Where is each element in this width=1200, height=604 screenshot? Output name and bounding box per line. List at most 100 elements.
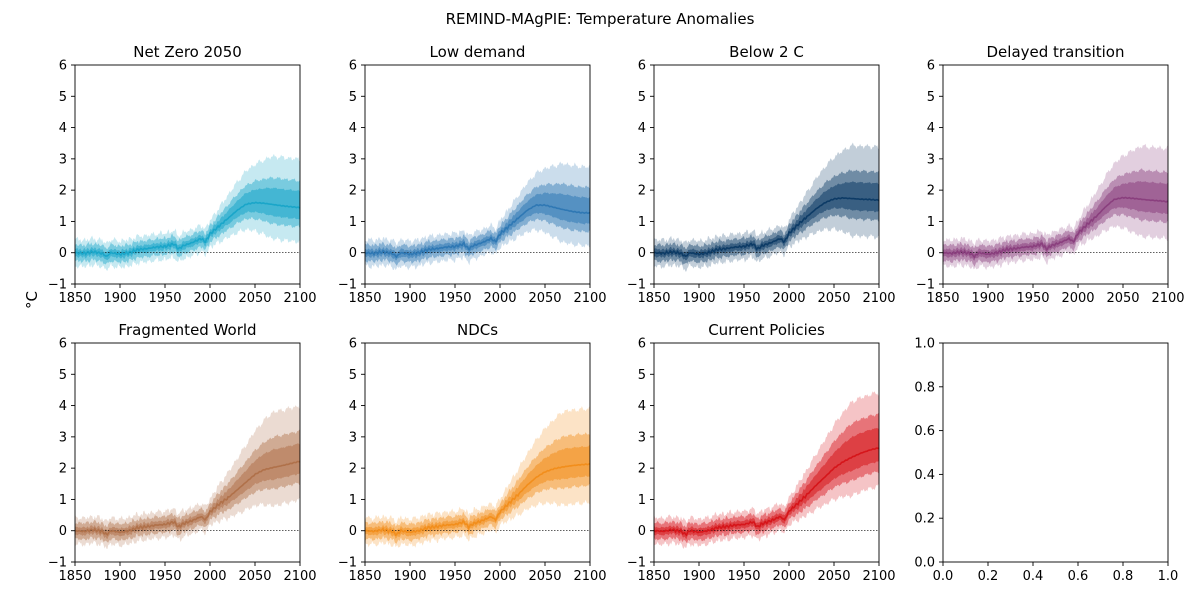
y-tick-label: 6 xyxy=(638,337,646,352)
y-tick-label: 6 xyxy=(927,59,935,74)
y-tick-label: 0.2 xyxy=(914,512,935,527)
y-tick-label: 5 xyxy=(349,90,357,105)
y-tick-label: 0 xyxy=(349,246,357,261)
x-tick-label: 1850 xyxy=(348,291,381,306)
y-tick-label: 1 xyxy=(349,215,357,230)
y-tick-label: 6 xyxy=(349,337,357,352)
x-tick-label: 1900 xyxy=(103,569,136,584)
y-tick-label: 0.0 xyxy=(914,556,935,571)
y-tick-label: 5 xyxy=(638,90,646,105)
x-tick-label: 2050 xyxy=(238,291,271,306)
y-tick-label: 6 xyxy=(638,59,646,74)
x-tick-label: 0.8 xyxy=(1113,569,1134,584)
y-tick-label: 2 xyxy=(349,184,357,199)
uncertainty-band-2 xyxy=(365,432,590,544)
y-tick-label: 2 xyxy=(59,184,67,199)
x-tick-label: 2000 xyxy=(483,569,516,584)
x-tick-label: 2100 xyxy=(1151,291,1184,306)
y-tick-label: 4 xyxy=(927,121,935,136)
x-tick-label: 2050 xyxy=(1106,291,1139,306)
y-tick-label: 5 xyxy=(59,90,67,105)
x-tick-label: 1850 xyxy=(58,291,91,306)
x-tick-label: 2000 xyxy=(772,569,805,584)
y-tick-label: 0 xyxy=(59,246,67,261)
y-tick-label: 4 xyxy=(349,121,357,136)
x-tick-label: 1900 xyxy=(682,291,715,306)
x-tick-label: 2000 xyxy=(1061,291,1094,306)
y-tick-label: 3 xyxy=(638,152,646,167)
y-tick-label: −1 xyxy=(48,556,67,571)
y-tick-label: 2 xyxy=(927,184,935,199)
y-tick-label: 3 xyxy=(349,430,357,445)
y-tick-label: 0.6 xyxy=(914,424,935,439)
x-tick-label: 1900 xyxy=(103,291,136,306)
y-tick-label: 1 xyxy=(638,493,646,508)
y-tick-label: 2 xyxy=(638,184,646,199)
x-tick-label: 1850 xyxy=(637,569,670,584)
y-tick-label: 0.8 xyxy=(914,380,935,395)
panel-title: Low demand xyxy=(430,43,526,61)
x-tick-label: 2100 xyxy=(862,569,895,584)
x-tick-label: 1950 xyxy=(1016,291,1049,306)
x-tick-label: 2100 xyxy=(862,291,895,306)
x-tick-label: 1950 xyxy=(148,291,181,306)
y-tick-label: 1 xyxy=(59,215,67,230)
y-tick-label: 0 xyxy=(638,524,646,539)
x-tick-label: 1900 xyxy=(971,291,1004,306)
x-tick-label: 1850 xyxy=(926,291,959,306)
panel-title: Delayed transition xyxy=(987,43,1125,61)
x-tick-label: 2000 xyxy=(193,569,226,584)
x-tick-label: 1950 xyxy=(727,569,760,584)
x-tick-label: 1950 xyxy=(148,569,181,584)
x-tick-label: 1900 xyxy=(682,569,715,584)
y-tick-label: 4 xyxy=(59,121,67,136)
y-tick-label: 2 xyxy=(638,462,646,477)
x-tick-label: 1.0 xyxy=(1158,569,1179,584)
y-tick-label: 6 xyxy=(349,59,357,74)
x-tick-label: 1850 xyxy=(637,291,670,306)
panel-title: NDCs xyxy=(457,321,498,339)
x-tick-label: 2100 xyxy=(283,569,316,584)
y-tick-label: 6 xyxy=(59,59,67,74)
y-tick-label: 3 xyxy=(638,430,646,445)
x-tick-label: 2100 xyxy=(573,291,606,306)
y-tick-label: 0 xyxy=(927,246,935,261)
panel-title: Fragmented World xyxy=(118,321,256,339)
y-tick-label: 5 xyxy=(59,368,67,383)
y-tick-label: 3 xyxy=(349,152,357,167)
y-tick-label: 5 xyxy=(349,368,357,383)
y-tick-label: 0.4 xyxy=(914,468,935,483)
x-tick-label: 2000 xyxy=(483,291,516,306)
y-tick-label: 1 xyxy=(927,215,935,230)
shared-y-label: °C xyxy=(23,291,41,309)
y-tick-label: 1 xyxy=(59,493,67,508)
y-tick-label: 4 xyxy=(638,399,646,414)
x-tick-label: 2000 xyxy=(193,291,226,306)
y-tick-label: 0 xyxy=(349,524,357,539)
y-tick-label: 3 xyxy=(59,152,67,167)
y-tick-label: 4 xyxy=(638,121,646,136)
y-tick-label: 0 xyxy=(59,524,67,539)
panel-title: Net Zero 2050 xyxy=(133,43,242,61)
x-tick-label: 2050 xyxy=(817,569,850,584)
y-tick-label: −1 xyxy=(627,278,646,293)
x-tick-label: 2050 xyxy=(528,569,561,584)
panel-title: Below 2 C xyxy=(729,43,804,61)
x-tick-label: 1950 xyxy=(438,291,471,306)
panel-title: Current Policies xyxy=(708,321,825,339)
figure-suptitle: REMIND-MAgPIE: Temperature Anomalies xyxy=(446,10,755,28)
x-tick-label: 1900 xyxy=(393,569,426,584)
y-tick-label: 1 xyxy=(349,493,357,508)
y-tick-label: 0 xyxy=(638,246,646,261)
x-tick-label: 2050 xyxy=(528,291,561,306)
x-tick-label: 1850 xyxy=(58,569,91,584)
y-tick-label: 1 xyxy=(638,215,646,230)
x-tick-label: 1900 xyxy=(393,291,426,306)
